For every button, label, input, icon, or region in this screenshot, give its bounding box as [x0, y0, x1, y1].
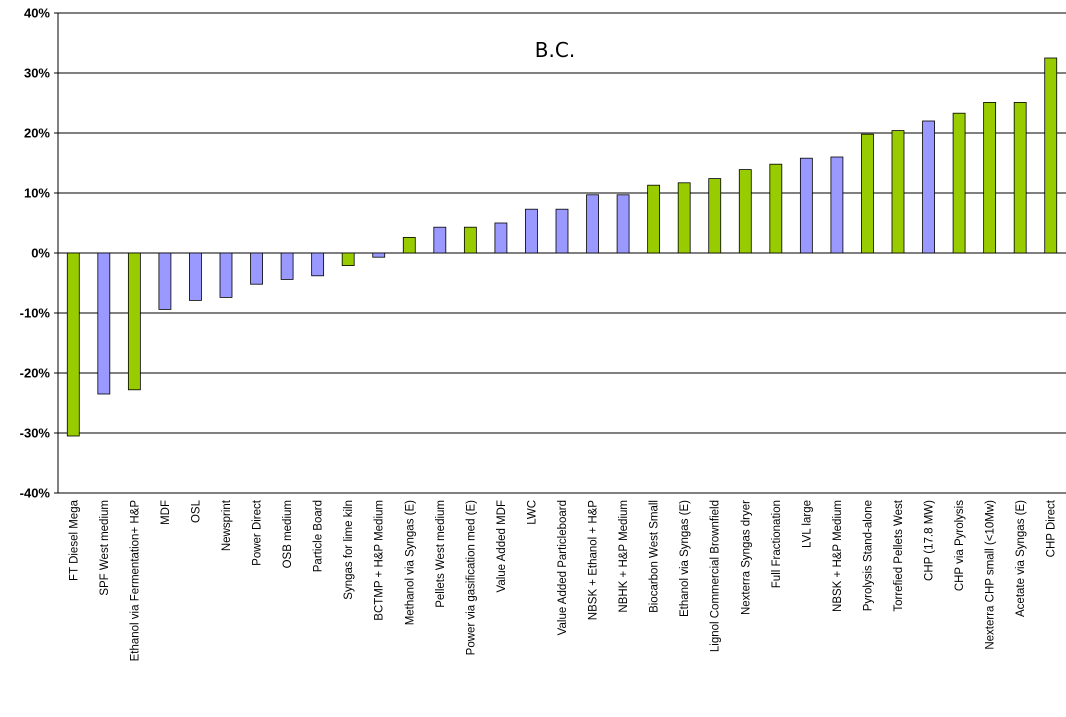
- y-tick-label: -30%: [20, 426, 51, 441]
- chart-title: B.C.: [535, 38, 575, 62]
- y-tick-label: -10%: [20, 306, 51, 321]
- bar: [372, 252, 386, 258]
- bar: [861, 133, 874, 254]
- x-tick-label: Pyrolysis Stand-alone: [862, 500, 874, 611]
- x-tick-label: Ethanol via Syngas (E): [679, 500, 691, 617]
- x-tick-label: NBSK + H&P Medium: [832, 500, 844, 612]
- bar: [1044, 57, 1058, 254]
- x-tick-label: Particle Board: [313, 500, 325, 572]
- x-tick-label: OSB medium: [282, 500, 294, 568]
- x-tick-labels: FT Diesel Mega SPF West medium Ethanol via…: [68, 499, 1057, 661]
- bar: [922, 120, 935, 254]
- x-tick-label: Torrefied Pellets West: [893, 499, 905, 611]
- x-tick-label: Power Direct: [252, 499, 264, 566]
- bar: [1013, 102, 1027, 254]
- x-tick-label: OSL: [190, 499, 202, 523]
- x-tick-label: Power via gasification med (E): [465, 500, 477, 655]
- bar: [769, 163, 783, 254]
- x-tick-label: Value Added MDF: [496, 500, 508, 592]
- bar: [494, 222, 508, 254]
- bar: [189, 252, 202, 301]
- x-tick-label: Biocarbon West Small: [649, 500, 661, 613]
- bar: [952, 112, 966, 254]
- bar: [341, 252, 355, 267]
- x-tick-label: BCTMP + H&P Medium: [374, 500, 386, 621]
- y-tick-label: 40%: [24, 6, 50, 21]
- bar: [433, 226, 447, 254]
- bar: [311, 252, 325, 277]
- bar: [647, 184, 661, 254]
- bar: [738, 169, 752, 254]
- x-tick-label: Value Added Particleboard: [557, 500, 569, 635]
- y-tick-label: 0%: [31, 246, 50, 261]
- x-tick-label: Methanol via Syngas (E): [404, 500, 416, 625]
- y-tick-label: 30%: [24, 66, 50, 81]
- bar: [402, 236, 416, 254]
- bar: [616, 194, 630, 254]
- bar: [280, 252, 294, 280]
- y-tick-label: 20%: [24, 126, 50, 141]
- x-tick-label: CHP (17.8 MW): [924, 500, 936, 581]
- x-tick-label: CHP via Pyrolysis: [954, 500, 966, 591]
- x-tick-label: CHP Direct: [1046, 499, 1058, 557]
- x-tick-label: Syngas for lime kiln: [343, 500, 355, 600]
- x-tick-label: LVL large: [801, 500, 813, 548]
- bar: [555, 208, 569, 254]
- x-tick-label: Acetate via Syngas (E): [1015, 500, 1027, 617]
- y-tick-label: -20%: [20, 366, 51, 381]
- bar: [830, 156, 844, 254]
- y-tick-labels: -40% -30% -20% -10% 0% 10% 20% 30% 40%: [20, 6, 51, 501]
- bars: [66, 57, 1058, 437]
- bar: [891, 130, 905, 254]
- bar: [66, 252, 80, 437]
- y-tick-label: -40%: [20, 486, 51, 501]
- x-tick-label: Nexterra CHP small (<10Mw): [985, 500, 997, 650]
- x-tick-label: Pellets West medium: [435, 500, 447, 608]
- bar: [97, 252, 111, 395]
- x-tick-label: FT Diesel Mega: [68, 499, 80, 581]
- x-tick-label: LWC: [526, 500, 538, 525]
- x-tick-label: MDF: [160, 500, 172, 525]
- x-tick-label: Newsprint: [221, 499, 233, 551]
- bar: [983, 102, 997, 254]
- x-tick-label: Ethanol via Fermentation+ H&P: [129, 500, 141, 662]
- bar: [158, 252, 172, 310]
- bar: [799, 157, 813, 254]
- bar: [250, 252, 263, 285]
- x-tick-label: NBSK + Ethanol + H&P: [588, 500, 600, 621]
- bar: [677, 182, 691, 254]
- x-tick-label: Full Fractionation: [771, 500, 783, 588]
- x-tick-label: Lignol Commercial Brownfield: [710, 500, 722, 652]
- x-tick-label: NBHK + H&P Medium: [618, 500, 630, 613]
- bar: [708, 178, 722, 254]
- y-tick-label: 10%: [24, 186, 50, 201]
- bar: [463, 226, 477, 254]
- bar: [525, 208, 538, 254]
- x-tick-label: Nexterra Syngas dryer: [740, 500, 752, 615]
- bar: [219, 252, 233, 298]
- bar: [127, 252, 141, 391]
- x-tick-label: SPF West medium: [99, 500, 111, 596]
- bar: [586, 194, 599, 254]
